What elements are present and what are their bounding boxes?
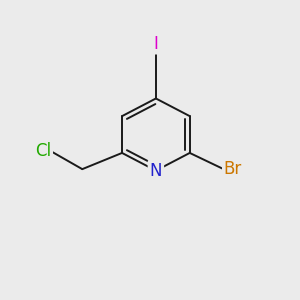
Text: Cl: Cl [35,142,51,160]
Text: Br: Br [224,160,242,178]
Text: I: I [154,35,158,53]
Text: N: N [150,162,162,180]
